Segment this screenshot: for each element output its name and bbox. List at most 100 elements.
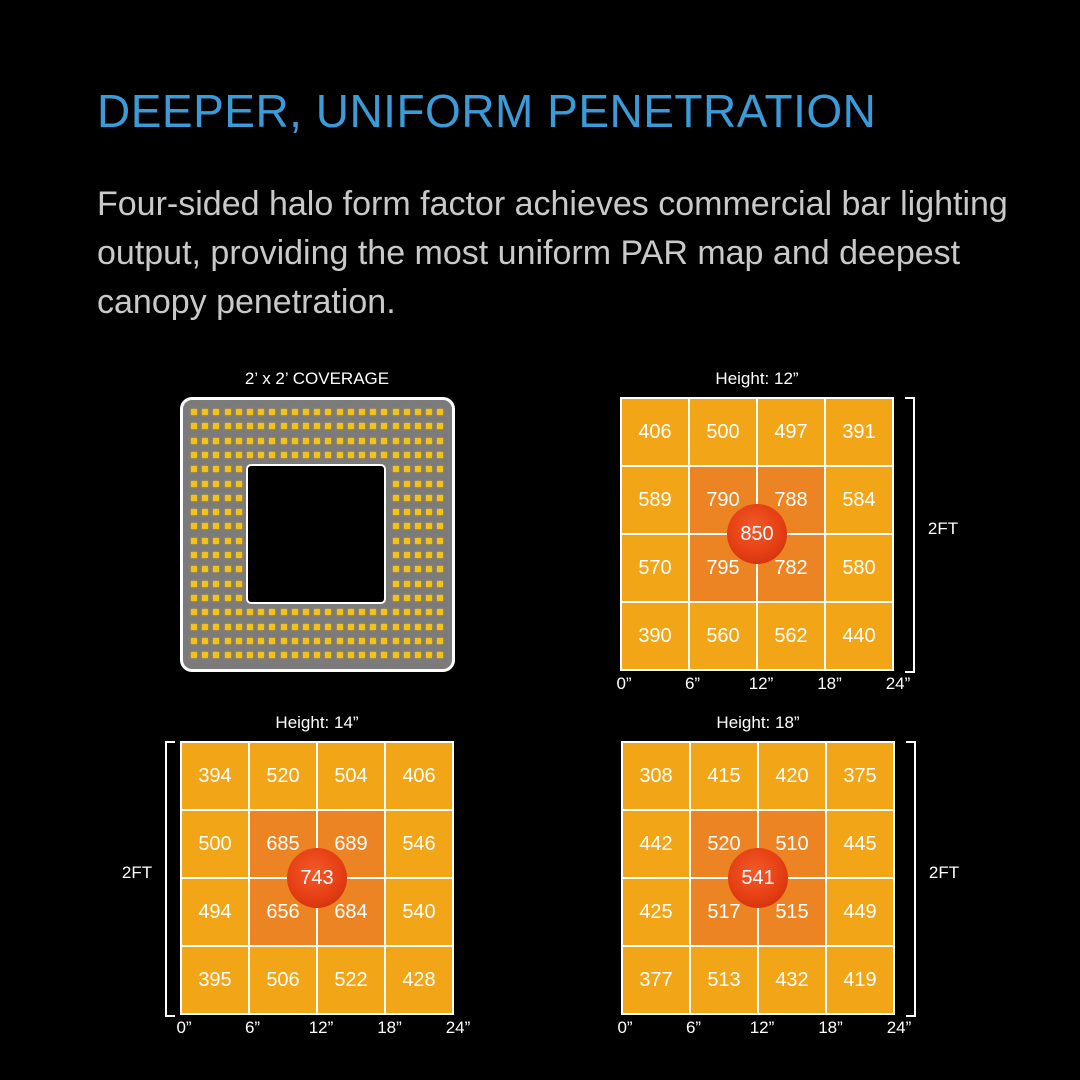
x-tick-label: 24” <box>886 1018 912 1037</box>
led-dot <box>202 451 209 458</box>
heatmap-cell: 377 <box>623 947 689 1013</box>
led-dot <box>235 609 242 616</box>
heatmap-cell: 428 <box>386 947 452 1013</box>
led-dot <box>213 451 220 458</box>
heatmap-cell: 506 <box>250 947 316 1013</box>
heatmap-cell: 391 <box>826 399 892 465</box>
x-tick-label: 0” <box>616 674 632 693</box>
led-dot <box>403 423 410 430</box>
led-dot <box>235 480 242 487</box>
led-dot <box>213 480 220 487</box>
heatmap-cell: 419 <box>827 947 893 1013</box>
led-dot <box>191 523 197 530</box>
led-dot <box>325 637 332 644</box>
led-dot <box>258 423 265 430</box>
led-dot <box>224 466 231 473</box>
led-dot <box>370 652 377 659</box>
heatmap-cell: 522 <box>318 947 384 1013</box>
led-dot <box>303 609 309 616</box>
led-dot <box>224 451 231 458</box>
heatmap-cell: 795 <box>690 535 756 601</box>
led-dot <box>202 409 209 415</box>
led-dot <box>392 637 399 644</box>
led-dot <box>235 509 242 516</box>
led-dot <box>235 537 242 544</box>
heatmap-cell: 375 <box>827 743 893 809</box>
led-dot <box>392 451 399 458</box>
led-dot <box>191 437 197 444</box>
led-dot <box>426 580 433 587</box>
led-dot <box>202 609 209 616</box>
led-dot <box>213 623 220 630</box>
heatmap-cell: 308 <box>623 743 689 809</box>
led-dot <box>359 609 365 616</box>
led-dot <box>415 623 421 630</box>
led-dot <box>247 437 253 444</box>
led-dot <box>426 537 433 544</box>
led-dot <box>202 523 209 530</box>
led-dot <box>191 509 197 516</box>
led-dot <box>392 566 399 573</box>
heatmap-title: Height: 12” <box>715 369 799 388</box>
dimension-bracket <box>905 397 915 673</box>
led-dot <box>415 494 421 501</box>
heatmap-title: Height: 14” <box>275 713 359 732</box>
led-dot <box>224 480 231 487</box>
led-dot <box>426 451 433 458</box>
led-dot <box>247 623 253 630</box>
led-dot <box>415 609 421 616</box>
heatmap-cell: 425 <box>623 879 689 945</box>
x-tick-label: 24” <box>885 674 911 693</box>
led-dot <box>370 409 377 415</box>
led-dot <box>392 466 399 473</box>
x-tick-label: 12” <box>308 1018 334 1037</box>
led-dot <box>403 437 410 444</box>
led-dot <box>280 409 287 415</box>
led-dot <box>381 652 388 659</box>
led-dot <box>224 494 231 501</box>
led-dot <box>291 451 298 458</box>
led-dot <box>426 494 433 501</box>
led-dot <box>403 652 410 659</box>
led-dot <box>235 652 242 659</box>
led-dot <box>426 437 433 444</box>
led-dot <box>191 451 197 458</box>
led-dot <box>426 566 433 573</box>
led-dot <box>269 637 276 644</box>
led-dot <box>303 437 309 444</box>
led-dot <box>403 466 410 473</box>
led-dot <box>392 409 399 415</box>
led-dot <box>370 423 377 430</box>
heatmap-cell: 504 <box>318 743 384 809</box>
led-dot <box>403 509 410 516</box>
led-dot <box>347 637 354 644</box>
led-dot <box>336 637 343 644</box>
led-dot <box>426 652 433 659</box>
led-dot <box>191 466 197 473</box>
led-dot <box>258 451 265 458</box>
led-dot <box>392 423 399 430</box>
led-dot <box>191 580 197 587</box>
led-dot <box>314 451 321 458</box>
led-dot <box>426 609 433 616</box>
led-dot <box>347 409 354 415</box>
led-dot <box>235 594 242 601</box>
led-dot <box>359 437 365 444</box>
heatmap-cell: 589 <box>622 467 688 533</box>
led-dot <box>437 566 444 573</box>
led-dot <box>247 609 253 616</box>
led-dot <box>437 451 444 458</box>
led-dot <box>403 523 410 530</box>
led-dot <box>426 409 433 415</box>
led-dot <box>426 623 433 630</box>
led-dot <box>403 494 410 501</box>
led-dot <box>415 437 421 444</box>
led-dot <box>426 523 433 530</box>
peak-value-marker: 850 <box>727 504 787 564</box>
led-dot <box>381 623 388 630</box>
led-dot <box>235 451 242 458</box>
led-dot <box>426 594 433 601</box>
led-dot <box>224 580 231 587</box>
led-dot <box>403 409 410 415</box>
led-dot <box>191 652 197 659</box>
